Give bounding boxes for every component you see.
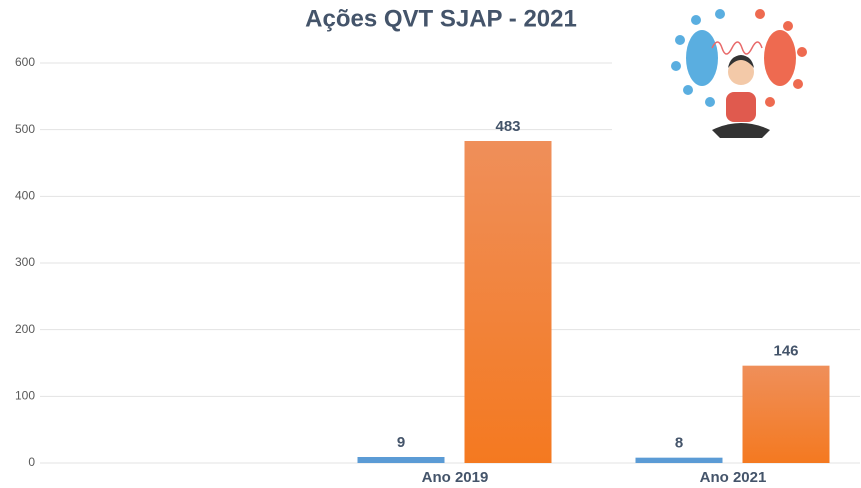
chart: 0 100 200 300 400 500 600 Ano 2019 9 483 Ano 2021 8… bbox=[0, 0, 861, 488]
bar bbox=[743, 366, 830, 463]
value-label: 146 bbox=[773, 343, 798, 360]
y-tick-label: 0 bbox=[28, 455, 35, 469]
value-label: 483 bbox=[495, 118, 520, 135]
value-label: 8 bbox=[675, 435, 683, 452]
y-tick-label: 400 bbox=[15, 189, 35, 203]
x-tick-label: Ano 2019 bbox=[422, 469, 489, 486]
y-tick-label: 200 bbox=[15, 322, 35, 336]
y-tick-label: 100 bbox=[15, 389, 35, 403]
y-tick-label: 300 bbox=[15, 255, 35, 269]
y-tick-label: 600 bbox=[15, 55, 35, 69]
value-label: 9 bbox=[397, 434, 405, 451]
bar bbox=[465, 141, 552, 463]
y-tick-label: 500 bbox=[15, 122, 35, 136]
bar bbox=[358, 457, 445, 463]
chart-title: Ações QVT SJAP - 2021 bbox=[305, 5, 577, 32]
meditation-illustration bbox=[612, 0, 861, 145]
bar bbox=[636, 458, 723, 463]
x-tick-label: Ano 2021 bbox=[700, 469, 767, 486]
